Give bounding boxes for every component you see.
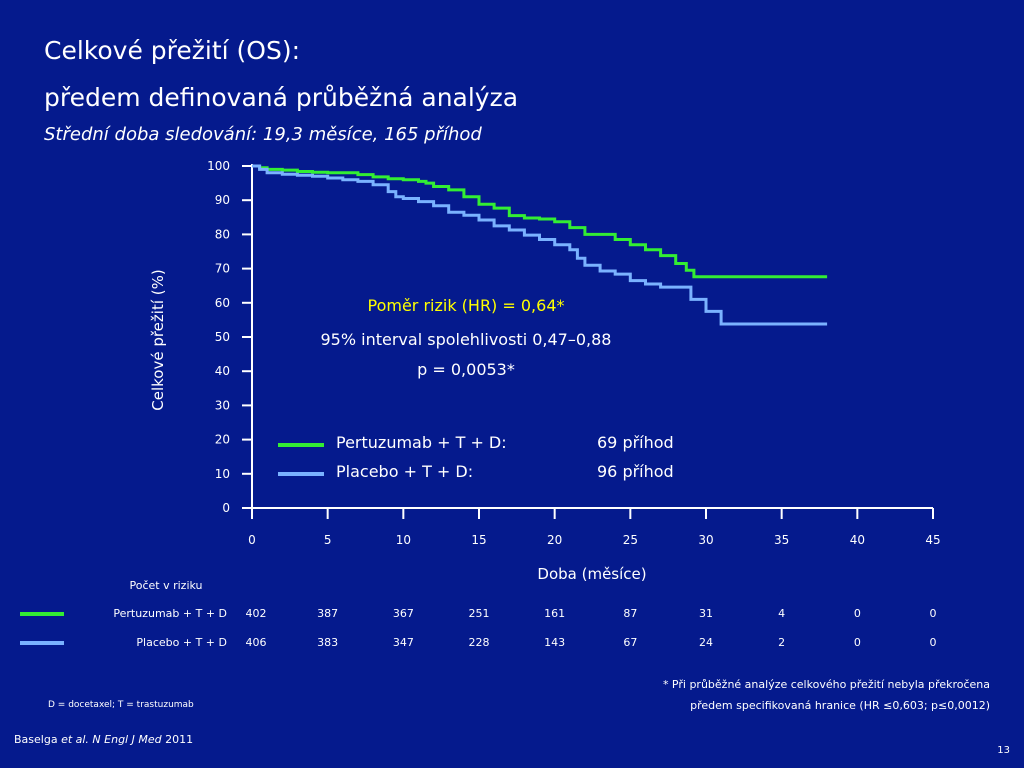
y-tick-label: 20 (215, 433, 230, 447)
risk-count-cell: 251 (469, 607, 490, 620)
risk-count-cell: 2 (778, 636, 785, 649)
y-tick-label: 70 (215, 262, 230, 276)
legend-events-placebo: 96 příhod (597, 462, 674, 481)
footnote-line1: * Při průběžné analýze celkového přežití… (662, 678, 990, 691)
risk-row-label: Pertuzumab + T + D (113, 607, 227, 620)
risk-count-cell: 367 (393, 607, 414, 620)
x-tick-label: 20 (547, 533, 562, 547)
reference-citation: Baselga et al. N Engl J Med 2011 (14, 733, 193, 746)
risk-count-cell: 87 (623, 607, 637, 620)
y-tick-label: 80 (215, 227, 230, 241)
x-tick-label: 5 (324, 533, 332, 547)
x-tick-label: 45 (925, 533, 940, 547)
y-tick-label: 40 (215, 364, 230, 378)
y-tick-label: 60 (215, 296, 230, 310)
reference-author: Baselga (14, 733, 62, 746)
risk-count-cell: 161 (544, 607, 565, 620)
risk-count-cell: 0 (930, 636, 937, 649)
footnote-line2: předem specifikovaná hranice (HR ≤0,603;… (690, 699, 990, 712)
x-tick-label: 10 (396, 533, 411, 547)
abbreviations-note: D = docetaxel; T = trastuzumab (48, 700, 194, 710)
chart-legend: Pertuzumab + T + D: 69 příhod Placebo + … (278, 433, 674, 481)
legend-label-pertuzumab: Pertuzumab + T + D: (336, 433, 507, 452)
y-tick-label: 10 (215, 467, 230, 481)
x-tick-label: 25 (623, 533, 638, 547)
y-axis-title: Celkové přežití (%) (149, 269, 167, 410)
y-tick-label: 100 (207, 159, 230, 173)
legend-events-pertuzumab: 69 příhod (597, 433, 674, 452)
risk-count-cell: 0 (854, 607, 861, 620)
p-value-annotation: p = 0,0053* (417, 360, 515, 379)
chart-curves (252, 164, 828, 326)
risk-count-cell: 31 (699, 607, 713, 620)
confidence-interval-annotation: 95% interval spolehlivosti 0,47–0,88 (321, 330, 612, 349)
legend-label-placebo: Placebo + T + D: (336, 462, 473, 481)
risk-count-cell: 0 (854, 636, 861, 649)
risk-table-title: Počet v riziku (129, 579, 202, 592)
risk-count-cell: 67 (623, 636, 637, 649)
y-tick-label: 0 (222, 501, 230, 515)
placebo-survival-curve (252, 164, 828, 326)
pertuzumab-survival-curve (252, 164, 828, 279)
risk-count-cell: 383 (317, 636, 338, 649)
page-title-line2: předem definovaná průběžná analýza (44, 83, 519, 112)
risk-count-cell: 24 (699, 636, 713, 649)
x-tick-label: 40 (850, 533, 865, 547)
risk-count-cell: 406 (246, 636, 267, 649)
y-tick-label: 30 (215, 398, 230, 412)
risk-count-cell: 143 (544, 636, 565, 649)
risk-count-cell: 228 (469, 636, 490, 649)
page-number: 13 (997, 745, 1010, 756)
hazard-ratio-annotation: Poměr rizik (HR) = 0,64* (367, 296, 564, 315)
x-axis-title: Doba (měsíce) (537, 565, 646, 583)
page-title: Celkové přežití (OS): (44, 36, 301, 65)
chart-annotations: Poměr rizik (HR) = 0,64* 95% interval sp… (321, 296, 612, 379)
risk-row-label: Placebo + T + D (136, 636, 227, 649)
x-tick-label: 15 (471, 533, 486, 547)
reference-journal: et al. N Engl J Med (61, 733, 162, 746)
y-tick-label: 50 (215, 330, 230, 344)
x-tick-label: 30 (698, 533, 713, 547)
x-tick-label: 0 (248, 533, 256, 547)
risk-count-cell: 347 (393, 636, 414, 649)
footnote: * Při průběžné analýze celkového přežití… (663, 674, 990, 716)
reference-year: 2011 (161, 733, 194, 746)
risk-count-cell: 387 (317, 607, 338, 620)
chart-axes: 0 10 20 30 40 50 60 70 80 90 100 0 5 10 15 20 25 30 35 40 45… (149, 159, 941, 583)
page-subtitle: Střední doba sledování: 19,3 měsíce, 165… (44, 124, 482, 145)
y-tick-label: 90 (215, 193, 230, 207)
risk-table: Počet v riziku Pertuzumab + T + D 402 387 3… (20, 579, 937, 649)
x-tick-label: 35 (774, 533, 789, 547)
risk-count-cell: 0 (930, 607, 937, 620)
risk-count-cell: 4 (778, 607, 785, 620)
risk-count-cell: 402 (246, 607, 267, 620)
